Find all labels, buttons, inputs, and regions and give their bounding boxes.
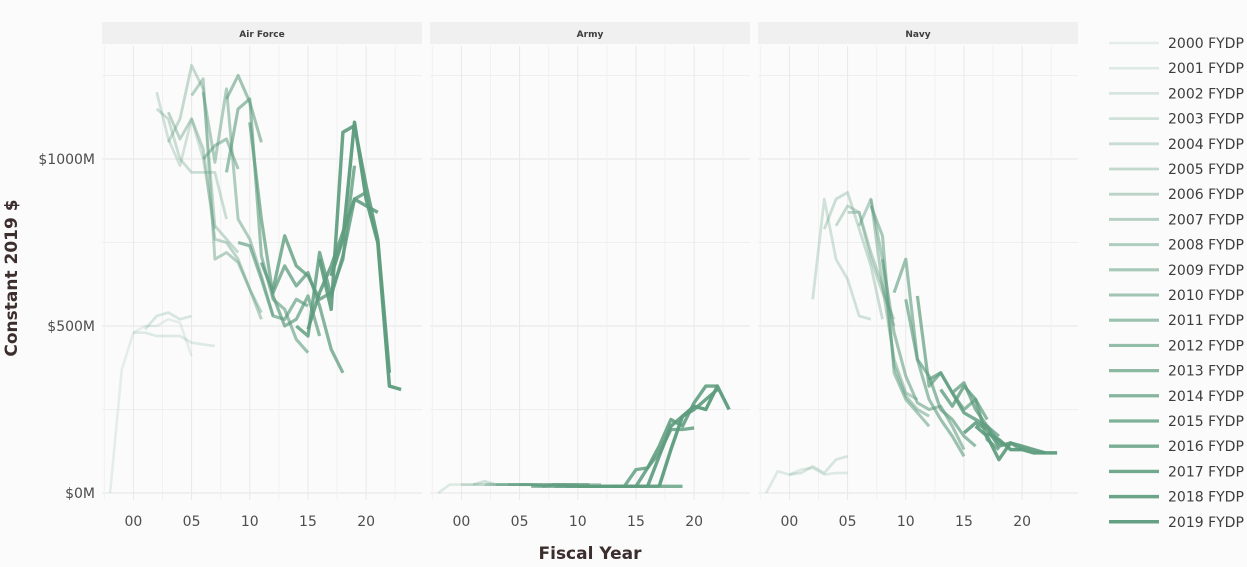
legend-label-2017-fydp: 2017 FYDP xyxy=(1168,464,1244,480)
series-line-2007-fydp-navy xyxy=(857,197,919,401)
series-line-2012-fydp-air-force xyxy=(237,240,309,321)
series-line-2005-fydp-navy xyxy=(834,204,896,320)
x-tick-label: 05 xyxy=(183,514,201,530)
series-line-2003-fydp-army xyxy=(472,479,555,486)
legend-label-2010-fydp: 2010 FYDP xyxy=(1168,288,1244,304)
series-line-2008-fydp-navy xyxy=(869,198,930,418)
series-line-2005-fydp-air-force xyxy=(167,64,240,254)
series-line-2009-fydp-air-force xyxy=(202,137,240,170)
series-lines xyxy=(108,64,1058,495)
x-tick-label: 20 xyxy=(357,514,375,530)
x-tick-label: 10 xyxy=(569,514,587,530)
series-line-2000-fydp-air-force xyxy=(108,318,193,494)
series-line-2002-fydp-navy xyxy=(789,455,848,476)
series-line-2010-fydp-air-force xyxy=(225,73,263,143)
legend-label-2018-fydp: 2018 FYDP xyxy=(1168,490,1244,506)
legend-label-2013-fydp: 2013 FYDP xyxy=(1168,364,1244,380)
legend-label-2015-fydp: 2015 FYDP xyxy=(1168,414,1244,430)
series-line-2001-fydp-air-force xyxy=(133,331,216,348)
series-line-2002-fydp-air-force xyxy=(144,311,192,331)
y-tick-label: $500M xyxy=(47,319,95,335)
x-tick-label: 05 xyxy=(839,514,857,530)
legend-label-2012-fydp: 2012 FYDP xyxy=(1168,338,1244,354)
facet-label-army: Army xyxy=(577,30,604,40)
series-line-2019-fydp-army xyxy=(657,384,731,487)
series-line-2006-fydp-air-force xyxy=(166,111,263,314)
legend-label-2009-fydp: 2009 FYDP xyxy=(1168,263,1244,279)
legend-label-2008-fydp: 2008 FYDP xyxy=(1168,238,1244,254)
x-axis-ticks: 00 05 10 15 20 00 05 10 15 20 00 05 10 15 20 xyxy=(125,514,1032,530)
x-tick-label: 15 xyxy=(955,514,973,530)
series-line-2003-fydp-air-force xyxy=(155,91,217,230)
facet-strip-army xyxy=(430,22,750,44)
y-tick-label: $1000M xyxy=(38,152,95,168)
series-line-2001-fydp-navy xyxy=(764,466,848,494)
legend-label-2000-fydp: 2000 FYDP xyxy=(1168,36,1244,52)
facet-strips: Air Force Army Navy xyxy=(102,22,1078,44)
legend-label-2014-fydp: 2014 FYDP xyxy=(1168,389,1244,405)
x-tick-label: 00 xyxy=(781,514,799,530)
facet-label-navy: Navy xyxy=(905,30,930,40)
series-line-2004-fydp-air-force xyxy=(155,107,228,220)
series-line-2011-fydp-navy xyxy=(892,257,966,458)
legend-label-2001-fydp: 2001 FYDP xyxy=(1168,61,1244,77)
legend-label-2004-fydp: 2004 FYDP xyxy=(1168,137,1244,153)
x-tick-label: 15 xyxy=(627,514,645,530)
series-line-2007-fydp-army xyxy=(519,483,590,488)
series-line-2010-fydp-navy xyxy=(880,258,966,451)
y-tick-label: $0M xyxy=(65,486,95,502)
series-line-2012-fydp-navy xyxy=(904,298,977,448)
x-tick-label: 00 xyxy=(453,514,471,530)
series-line-2004-fydp-navy xyxy=(823,191,884,320)
x-tick-label: 15 xyxy=(299,514,317,530)
series-line-2018-fydp-navy xyxy=(974,424,1046,462)
series-line-2009-fydp-navy xyxy=(869,205,931,428)
series-line-2001-fydp-army xyxy=(437,483,532,495)
x-tick-label: 10 xyxy=(897,514,915,530)
legend-label-2002-fydp: 2002 FYDP xyxy=(1168,86,1244,102)
series-line-2019-fydp-navy xyxy=(986,431,1058,455)
legend-label-2005-fydp: 2005 FYDP xyxy=(1168,162,1244,178)
series-line-2003-fydp-navy xyxy=(811,197,872,321)
series-line-2013-fydp-air-force xyxy=(248,122,322,337)
facet-strip-air-force xyxy=(102,22,422,44)
facet-label-air-force: Air Force xyxy=(239,30,284,40)
legend-label-2006-fydp: 2006 FYDP xyxy=(1168,187,1244,203)
legend-label-2016-fydp: 2016 FYDP xyxy=(1168,439,1244,455)
facet-strip-navy xyxy=(758,22,1078,44)
legend: 2000 FYDP 2001 FYDP 2002 FYDP 2003 FYDP 2004… xyxy=(1109,36,1244,531)
legend-label-2003-fydp: 2003 FYDP xyxy=(1168,112,1244,128)
series-line-2019-fydp-air-force xyxy=(329,120,402,392)
x-tick-label: 20 xyxy=(1013,514,1031,530)
x-tick-label: 05 xyxy=(511,514,529,530)
legend-label-2019-fydp: 2019 FYDP xyxy=(1168,515,1244,531)
legend-label-2007-fydp: 2007 FYDP xyxy=(1168,212,1244,228)
y-axis-ticks: $0M $500M $1000M xyxy=(38,152,95,502)
gridlines xyxy=(102,46,1078,500)
x-tick-label: 00 xyxy=(125,514,143,530)
x-tick-label: 20 xyxy=(685,514,703,530)
x-axis-label: Fiscal Year xyxy=(539,544,643,563)
x-tick-label: 10 xyxy=(241,514,259,530)
series-line-2011-fydp-air-force xyxy=(224,97,310,354)
y-axis-label: Constant 2019 $ xyxy=(2,199,22,356)
legend-label-2011-fydp: 2011 FYDP xyxy=(1168,313,1244,329)
series-line-2007-fydp-air-force xyxy=(190,77,263,320)
